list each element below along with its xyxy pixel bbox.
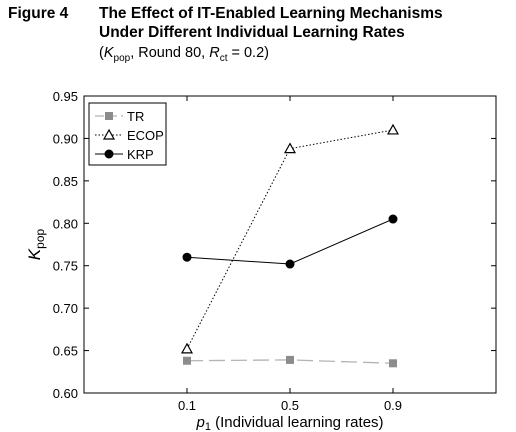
data-point-ecop bbox=[182, 344, 192, 353]
y-tick-label: 0.60 bbox=[53, 386, 78, 401]
y-tick-label: 0.85 bbox=[53, 174, 78, 189]
legend-label: ECOP bbox=[127, 128, 164, 143]
x-axis-label-main: p bbox=[195, 414, 204, 431]
data-point-tr bbox=[286, 356, 294, 364]
data-point-ecop bbox=[388, 125, 398, 134]
series-line-krp bbox=[187, 219, 393, 264]
legend-marker bbox=[105, 112, 113, 120]
series-line-ecop bbox=[187, 130, 393, 349]
x-axis-label-rest: (Individual learning rates) bbox=[211, 414, 384, 431]
data-point-krp bbox=[183, 253, 192, 262]
series-tr bbox=[183, 356, 397, 367]
x-axis-label: p1 (Individual learning rates) bbox=[195, 414, 383, 432]
data-point-krp bbox=[286, 260, 295, 269]
series-layer bbox=[182, 125, 398, 367]
y-tick-label: 0.65 bbox=[53, 344, 78, 359]
y-tick-label: 0.80 bbox=[53, 216, 78, 231]
y-axis-label-sub: pop bbox=[33, 228, 47, 248]
series-krp bbox=[183, 215, 398, 269]
series-ecop bbox=[182, 125, 398, 353]
legend-label: TR bbox=[127, 109, 144, 124]
legend-label: KRP bbox=[127, 147, 154, 162]
y-axis-label: Kpop bbox=[25, 228, 47, 260]
y-tick-label: 0.75 bbox=[53, 259, 78, 274]
data-point-tr bbox=[389, 359, 397, 367]
legend: TR ECOP KRP bbox=[89, 103, 166, 165]
x-tick-label: 0.5 bbox=[281, 398, 299, 413]
y-tick-label: 0.90 bbox=[53, 131, 78, 146]
y-tick-label: 0.70 bbox=[53, 301, 78, 316]
y-tick-label: 0.95 bbox=[53, 89, 78, 104]
y-axis-label-main: K bbox=[25, 248, 44, 260]
data-point-tr bbox=[183, 357, 191, 365]
x-tick-label: 0.9 bbox=[384, 398, 402, 413]
data-point-krp bbox=[389, 215, 398, 224]
x-tick-label: 0.1 bbox=[178, 398, 196, 413]
legend-marker bbox=[105, 150, 114, 159]
